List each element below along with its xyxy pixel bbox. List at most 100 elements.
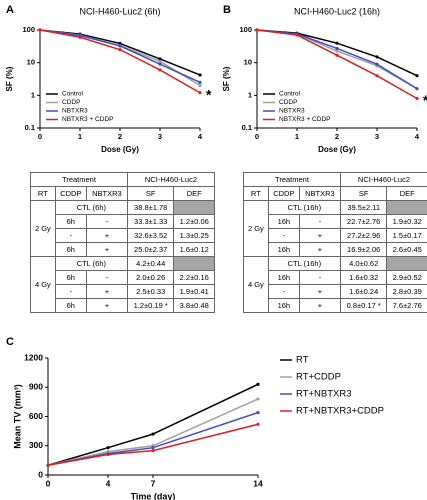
data-point <box>256 411 260 415</box>
table-cell: - <box>298 214 341 229</box>
data-point <box>158 59 162 63</box>
column-header: SF <box>339 186 388 201</box>
table-row: RT CDDP NBTXR3 SF DEF <box>243 186 427 201</box>
table-cell: 6h <box>54 242 87 257</box>
table-cell: 39.5±2.11 <box>339 200 388 215</box>
table-cell: 1.2±0.19 * <box>126 298 175 313</box>
table-row: 2 Gy CTL (16h) 39.5±2.11 <box>243 200 427 257</box>
data-point <box>198 80 202 84</box>
dose-cell: 2 Gy <box>30 200 56 257</box>
data-point <box>415 74 419 78</box>
table-cell: + <box>85 284 128 299</box>
empty-cell <box>386 200 427 215</box>
data-point <box>46 463 50 467</box>
table-cell: 2.9±0.52 <box>386 270 427 285</box>
legend-label: CDDP <box>62 99 80 106</box>
table-cell: - <box>298 270 341 285</box>
empty-cell <box>173 200 215 215</box>
table-cell: 16h <box>267 242 300 257</box>
table-cell: + <box>85 298 128 313</box>
y-tick-label: 300 <box>29 440 43 450</box>
data-point <box>415 87 419 91</box>
y-tick-label: 10 <box>27 58 35 67</box>
table-cell: 33.3±1.33 <box>126 214 175 229</box>
table-row: 6h -2.0±0.26 2.2±0.16 <box>31 270 215 285</box>
x-tick-label: 7 <box>151 478 156 488</box>
legend-label: CDDP <box>279 99 297 106</box>
table-cell: 16.9±2.06 <box>339 242 388 257</box>
table-row: 16h +0.8±0.17 * 7.6±2.76 <box>244 298 427 313</box>
table-cell: 38.8±1.78 <box>126 200 175 215</box>
y-tick-label: 10 <box>244 58 252 67</box>
table-row: 16h -22.7±2.76 1.9±0.32 <box>244 214 427 229</box>
data-point <box>335 49 339 53</box>
x-tick-label: 0 <box>38 132 42 141</box>
table-cell: 32.6±3.52 <box>126 228 175 243</box>
series-line <box>256 29 418 90</box>
table-cell: + <box>85 242 128 257</box>
table-row: RT CDDP NBTXR3 SF DEF <box>30 186 215 201</box>
chart-title: NCI-H460-Luc2 (6h) <box>79 6 160 16</box>
data-point <box>118 44 122 48</box>
table-cell: 0.8±0.17 * <box>339 298 388 313</box>
series-line <box>39 29 201 76</box>
table-cell: 1.5±0.17 <box>386 228 427 243</box>
header-cell: Treatment <box>243 172 341 187</box>
x-tick-label: 2 <box>335 132 339 141</box>
table-cell: 1.9±0.32 <box>386 214 427 229</box>
data-point <box>256 422 260 426</box>
series-line <box>39 29 201 84</box>
data-point <box>256 382 260 386</box>
legend-label: RT+NBTXR3+CDDP <box>296 406 384 417</box>
table-cell: 1.6±0.24 <box>339 284 388 299</box>
table-row: - +1.6±0.24 2.8±0.39 <box>244 284 427 299</box>
table-cell: - <box>267 284 300 299</box>
x-tick-label: 4 <box>415 132 420 141</box>
data-point <box>118 48 122 52</box>
legend-label: RT+NBTXR3 <box>296 389 352 400</box>
table-cell: 1.2±0.06 <box>173 214 215 229</box>
table-row: 4 Gy CTL (6h) 4.2±0.44 <box>30 256 215 313</box>
y-tick-label: 0.1 <box>242 123 252 132</box>
legend-label: NBTXR3 <box>279 108 305 115</box>
table-cell: 4.0±0.62 <box>339 256 388 271</box>
dose-cell: 4 Gy <box>30 256 56 313</box>
table-row: - +32.6±3.52 1.3±0.25 <box>31 228 215 243</box>
x-axis-label: Dose (Gy) <box>318 145 356 154</box>
series-line <box>39 29 201 94</box>
data-point <box>415 96 419 101</box>
series-line <box>39 29 201 87</box>
chart-title: NCI-H460-Luc2 (16h) <box>294 6 380 16</box>
table-row: Treatment NCI-H460-Luc2 <box>30 172 216 187</box>
panel-label: B <box>223 4 231 16</box>
y-tick-label: 1 <box>248 90 252 99</box>
data-point <box>255 28 259 32</box>
column-header: RT <box>243 186 269 201</box>
column-header: DEF <box>386 186 427 201</box>
y-axis-label: SF (%) <box>222 66 231 91</box>
x-tick-label: 14 <box>253 478 263 488</box>
y-axis-label: SF (%) <box>5 66 14 91</box>
series-line <box>47 398 259 466</box>
x-tick-label: 1 <box>78 132 82 141</box>
data-point <box>151 449 155 453</box>
x-tick-label: 3 <box>375 132 379 141</box>
data-point <box>335 41 339 45</box>
table-cell: + <box>298 242 341 257</box>
table-cell: - <box>54 284 87 299</box>
table-cell: 2.8±0.39 <box>386 284 427 299</box>
table-cell: + <box>85 228 128 243</box>
series-line <box>47 423 259 466</box>
table-cell: 25.0±2.37 <box>126 242 175 257</box>
table-cell: 16h <box>267 270 300 285</box>
header-cell: Treatment <box>30 172 128 187</box>
result-table: Treatment NCI-H460-Luc2 RT CDDP NBTXR3 SF DEF 2… <box>243 172 427 313</box>
table-cell: 22.7±2.76 <box>339 214 388 229</box>
table-cell: 1.9±0.41 <box>173 284 215 299</box>
table-row: 6h +25.0±2.37 1.6±0.12 <box>31 242 215 257</box>
y-tick-label: 1200 <box>24 352 43 362</box>
table-cell: + <box>298 228 341 243</box>
table-cell: 16h <box>267 298 300 313</box>
table-cell: 4.2±0.44 <box>126 256 175 271</box>
